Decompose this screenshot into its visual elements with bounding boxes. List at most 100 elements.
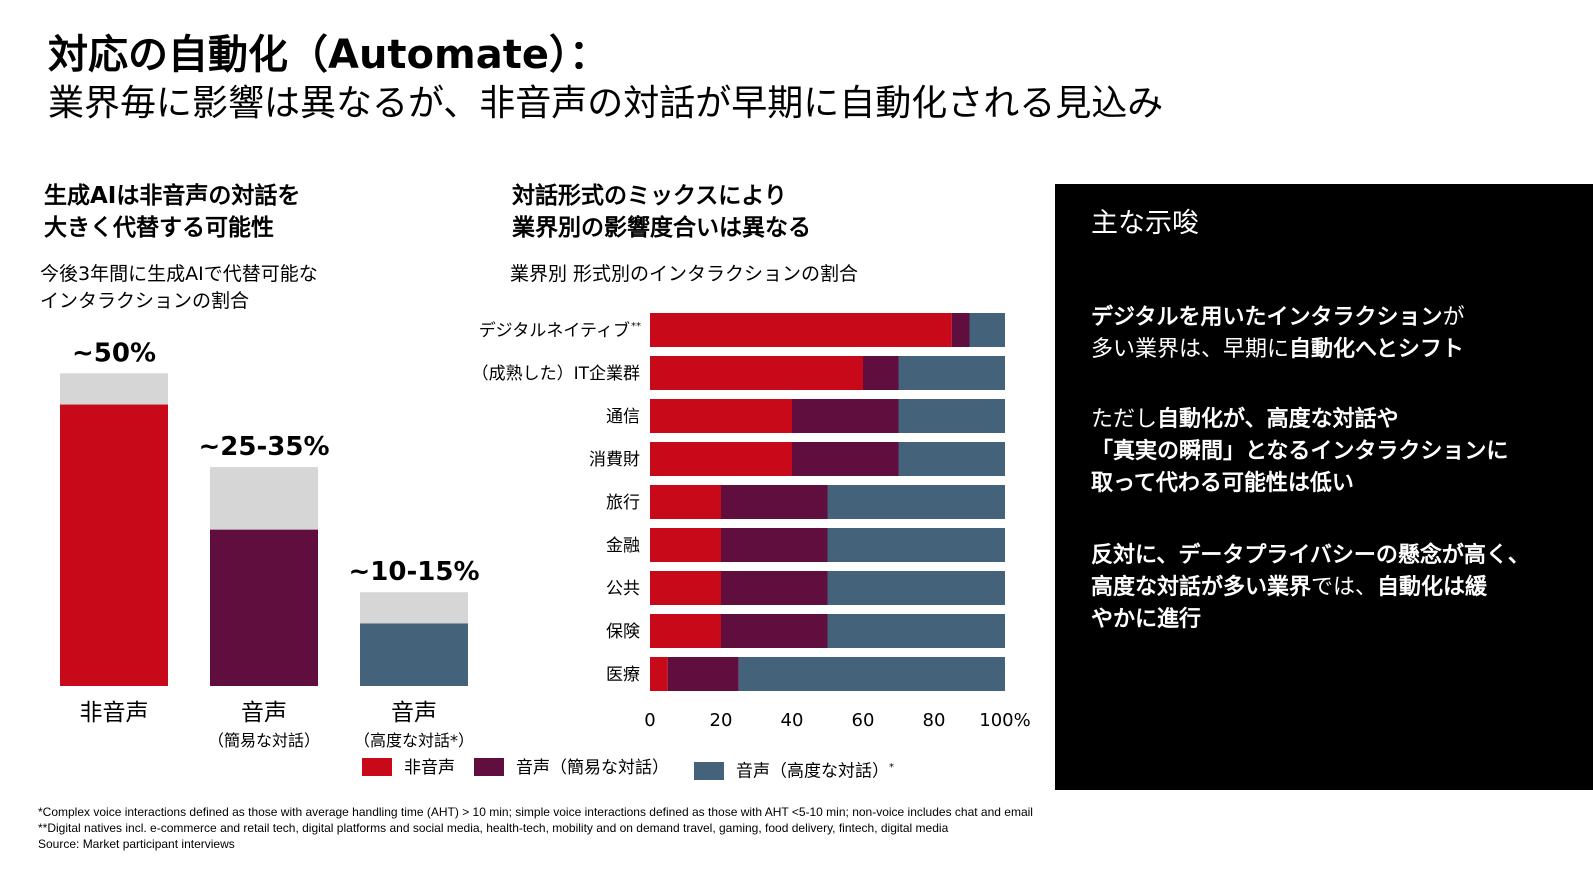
stacked-bar-segment [738, 657, 1005, 691]
implication-1-text-2: 多い業界は、早期に [1091, 337, 1290, 362]
implication-1-bold-2: 自動化へとシフト [1289, 337, 1464, 362]
footnote-source: Source: Market participant interviews [38, 837, 235, 851]
implication-1: デジタルを用いたインタラクションが 多い業界は、早期に自動化へとシフト [1091, 302, 1581, 366]
left-subheading-line-2: インタラクションの割合 [40, 290, 250, 312]
stacked-bar-segment [827, 528, 1005, 562]
left-heading-line-1: 生成AIは非音声の対話を [44, 183, 301, 209]
industry-label: 公共 [606, 579, 640, 599]
implication-2-bold: 自動化が、高度な対話や [1157, 407, 1399, 432]
footnote-1: *Complex voice interactions defined as t… [38, 805, 1033, 819]
stacked-bar-segment [898, 442, 1005, 476]
stacked-bar-segment [667, 657, 739, 691]
industry-label: （成熟した）IT企業群 [472, 363, 640, 384]
implication-1-text: が [1442, 305, 1465, 330]
industry-label: 通信 [606, 407, 640, 427]
middle-subheading: 業界別 形式別のインタラクションの割合 [510, 263, 859, 285]
middle-heading-line-1: 対話形式のミックスにより [512, 183, 787, 209]
industry-label: 消費財 [589, 450, 640, 470]
legend-label-simple: 音声（簡易な対話） [516, 758, 669, 778]
legend-item-nonvoice: 非音声 [362, 756, 455, 780]
stacked-bar-segment [827, 485, 1005, 519]
x-tick-label: 20 [710, 710, 733, 731]
x-tick-label: 40 [781, 710, 804, 731]
industry-label: 医療 [606, 665, 640, 685]
implication-3-bold: 反対に、データプライバシーの懸念が高く、 [1091, 543, 1530, 568]
stacked-bar-segment [650, 485, 721, 519]
stacked-bar-segment [827, 614, 1005, 648]
stacked-bar-segment [650, 442, 792, 476]
stacked-bar-segment [650, 356, 863, 390]
industry-label: 保険 [606, 622, 640, 642]
title-line-2: 業界毎に影響は異なるが、非音声の対話が早期に自動化される見込み [48, 83, 1164, 124]
stacked-bar-segment [721, 614, 828, 648]
stacked-bar-segment [863, 356, 899, 390]
stacked-bar-segment [951, 313, 970, 347]
title-line-1: 対応の自動化（Automate）： [48, 32, 609, 78]
legend-swatch-simple [474, 758, 504, 776]
implication-2-bold-3: 取って代わる可能性は低い [1091, 471, 1354, 496]
x-tick-label: 60 [852, 710, 875, 731]
stacked-bar-segment [898, 399, 1005, 433]
range-bar-upper [210, 467, 318, 530]
stacked-bar-segment [650, 399, 792, 433]
page-title: 対応の自動化（Automate）： 業界毎に影響は異なるが、非音声の対話が早期に… [48, 30, 1548, 128]
stacked-bar-segment [969, 313, 1005, 347]
implication-2-text: ただし [1091, 407, 1158, 432]
stacked-bar-segment [721, 485, 828, 519]
stacked-bar-segment [650, 571, 721, 605]
middle-heading-line-2: 業界別の影響度合いは異なる [512, 215, 811, 241]
x-tick-label: 100% [979, 710, 1030, 731]
range-bar-lower [210, 529, 318, 686]
x-tick-label: 80 [923, 710, 946, 731]
range-bar-upper [60, 373, 168, 405]
stacked-bar-segment [650, 528, 721, 562]
range-value-label: ~25-35% [199, 432, 330, 462]
panel-title: 主な示唆 [1091, 208, 1199, 239]
middle-heading: 対話形式のミックスにより 業界別の影響度合いは異なる [512, 180, 811, 244]
left-heading: 生成AIは非音声の対話を 大きく代替する可能性 [44, 180, 300, 244]
legend-label-complex: 音声（高度な対話） [736, 761, 889, 782]
range-bar-lower [60, 404, 168, 686]
industry-label: デジタルネイティブ [479, 320, 630, 341]
range-value-label: ~50% [72, 338, 156, 368]
implication-3: 反対に、データプライバシーの懸念が高く、 高度な対話が多い業界では、自動化は緩 … [1091, 540, 1581, 636]
left-heading-line-2: 大きく代替する可能性 [44, 215, 274, 241]
legend-item-simple: 音声（簡易な対話） [474, 756, 669, 780]
range-value-label: ~10-15% [349, 557, 480, 587]
stacked-bar-segment [721, 571, 828, 605]
legend-complex-footnote-mark: * [889, 762, 894, 773]
category-label: 音声 [241, 700, 287, 726]
implication-1-bold: デジタルを用いたインタラクション [1091, 305, 1443, 330]
implication-3-bold-2: 高度な対話が多い業界 [1091, 575, 1312, 600]
footnotes: *Complex voice interactions defined as t… [38, 804, 1578, 852]
range-bar-upper [360, 592, 468, 624]
stacked-bar-segment [721, 528, 828, 562]
legend-swatch-complex [694, 761, 724, 780]
legend-swatch-nonvoice [362, 758, 392, 776]
industry-label: 金融 [606, 536, 640, 556]
footnote-2: **Digital natives incl. e-commerce and r… [38, 821, 949, 835]
implication-3-bold-3: 自動化は緩 [1377, 575, 1488, 600]
left-subheading-line-1: 今後3年間に生成AIで代替可能な [40, 263, 318, 285]
left-subheading: 今後3年間に生成AIで代替可能な インタラクションの割合 [40, 261, 318, 315]
key-implications-panel: 主な示唆 デジタルを用いたインタラクションが 多い業界は、早期に自動化へとシフト… [1055, 184, 1593, 790]
x-tick-label: 0 [644, 710, 655, 731]
industry-label: 旅行 [606, 493, 640, 513]
industry-footnote-mark: ** [631, 321, 641, 332]
implication-3-text: では、 [1311, 575, 1378, 600]
category-sublabel: （簡易な対話） [208, 731, 320, 750]
stacked-bar-segment [650, 614, 721, 648]
stacked-bar-segment [650, 657, 668, 691]
category-sublabel: （高度な対話*） [354, 731, 474, 750]
stacked-bar-segment [792, 442, 899, 476]
category-label: 音声 [391, 700, 437, 726]
implication-2: ただし自動化が、高度な対話や 「真実の瞬間」となるインタラクションに 取って代わ… [1091, 404, 1581, 500]
chart-legend: 非音声 音声（簡易な対話） 音声（高度な対話）* [362, 756, 1042, 782]
implication-2-bold-2: 「真実の瞬間」となるインタラクションに [1091, 439, 1509, 464]
stacked-bar-segment [898, 356, 1005, 390]
stacked-bar-segment [827, 571, 1005, 605]
range-bar-lower [360, 623, 468, 686]
stacked-bar-segment [792, 399, 899, 433]
legend-label-nonvoice: 非音声 [404, 758, 455, 778]
